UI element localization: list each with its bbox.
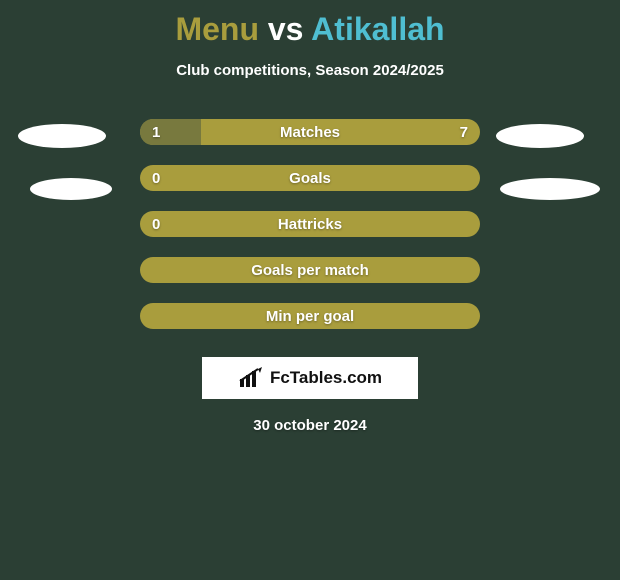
date-text: 30 october 2024 [0,417,620,434]
comparison-infographic: Menu vs Atikallah Club competitions, Sea… [0,0,620,580]
club-logo-placeholder [500,178,600,200]
stat-bar: Goals per match [140,257,480,283]
title-player1: Menu [175,11,259,47]
subtitle: Club competitions, Season 2024/2025 [0,62,620,79]
bar-chart-icon [238,367,264,389]
stat-label: Matches [140,119,480,145]
stat-bar: Goals [140,165,480,191]
stat-label: Goals [140,165,480,191]
stat-left-value: 0 [152,165,160,191]
stat-row: Min per goal [0,303,620,329]
stat-label: Goals per match [140,257,480,283]
club-logo-placeholder [496,124,584,148]
stat-bar: Matches [140,119,480,145]
stat-right-value: 7 [460,119,468,145]
stat-bar: Min per goal [140,303,480,329]
stat-row: Hattricks0 [0,211,620,237]
title-player2: Atikallah [311,11,444,47]
stat-label: Min per goal [140,303,480,329]
club-logo-placeholder [18,124,106,148]
stat-rows: Matches17Goals0Hattricks0Goals per match… [0,119,620,329]
logo-text: FcTables.com [270,368,382,388]
stat-left-value: 1 [152,119,160,145]
stat-left-value: 0 [152,211,160,237]
stat-label: Hattricks [140,211,480,237]
stat-row: Goals per match [0,257,620,283]
title-vs: vs [268,11,304,47]
page-title: Menu vs Atikallah [0,0,620,48]
source-logo: FcTables.com [202,357,418,399]
stat-bar: Hattricks [140,211,480,237]
club-logo-placeholder [30,178,112,200]
